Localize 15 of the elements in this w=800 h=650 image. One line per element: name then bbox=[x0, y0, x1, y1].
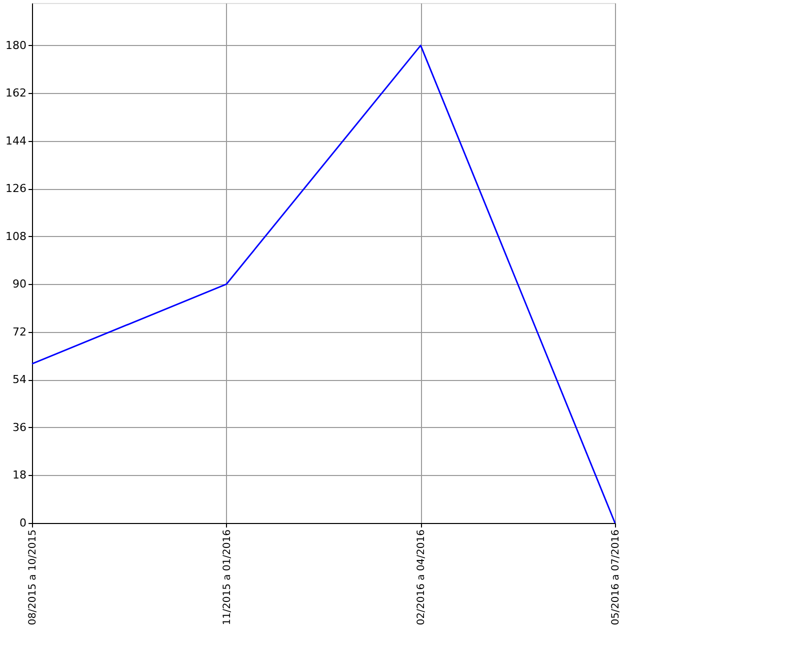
x-tick-label: 02/2016 a 04/2016 bbox=[416, 530, 428, 626]
y-tick-label: 126 bbox=[6, 182, 26, 196]
y-tick-label: 162 bbox=[6, 86, 26, 100]
x-tick-label: 11/2015 a 01/2016 bbox=[222, 530, 233, 626]
y-tick-label: 72 bbox=[12, 325, 26, 338]
y-tick-label: 36 bbox=[12, 420, 26, 434]
y-tick-label: 0 bbox=[20, 516, 26, 530]
x-tick-label: 08/2015 a 10/2015 bbox=[28, 530, 38, 626]
y-tick-label: 108 bbox=[6, 230, 26, 243]
y-tick-label: 54 bbox=[12, 373, 26, 386]
y-tick-label: 144 bbox=[6, 134, 26, 148]
x-tick-label: 05/2016 a 07/2016 bbox=[610, 530, 622, 626]
y-tick-label: 18 bbox=[12, 468, 26, 482]
y-tick-label: 90 bbox=[12, 278, 26, 291]
y-tick-label: 180 bbox=[6, 38, 26, 52]
